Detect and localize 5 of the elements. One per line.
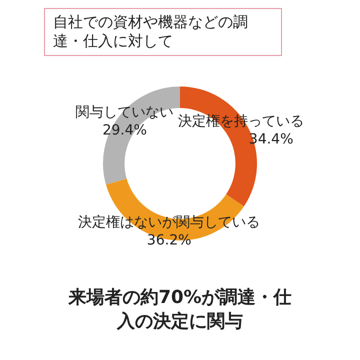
chart-title: 自社での資材や機器などの調達・仕入に対して xyxy=(44,8,282,56)
slice-label: 決定権はないが関与している xyxy=(78,214,260,231)
text: 来場者の約70%が調達・仕入の決定に関与 xyxy=(67,286,293,334)
slice-label: 関与していない xyxy=(76,104,174,120)
data-label: 29.4% xyxy=(102,122,147,138)
